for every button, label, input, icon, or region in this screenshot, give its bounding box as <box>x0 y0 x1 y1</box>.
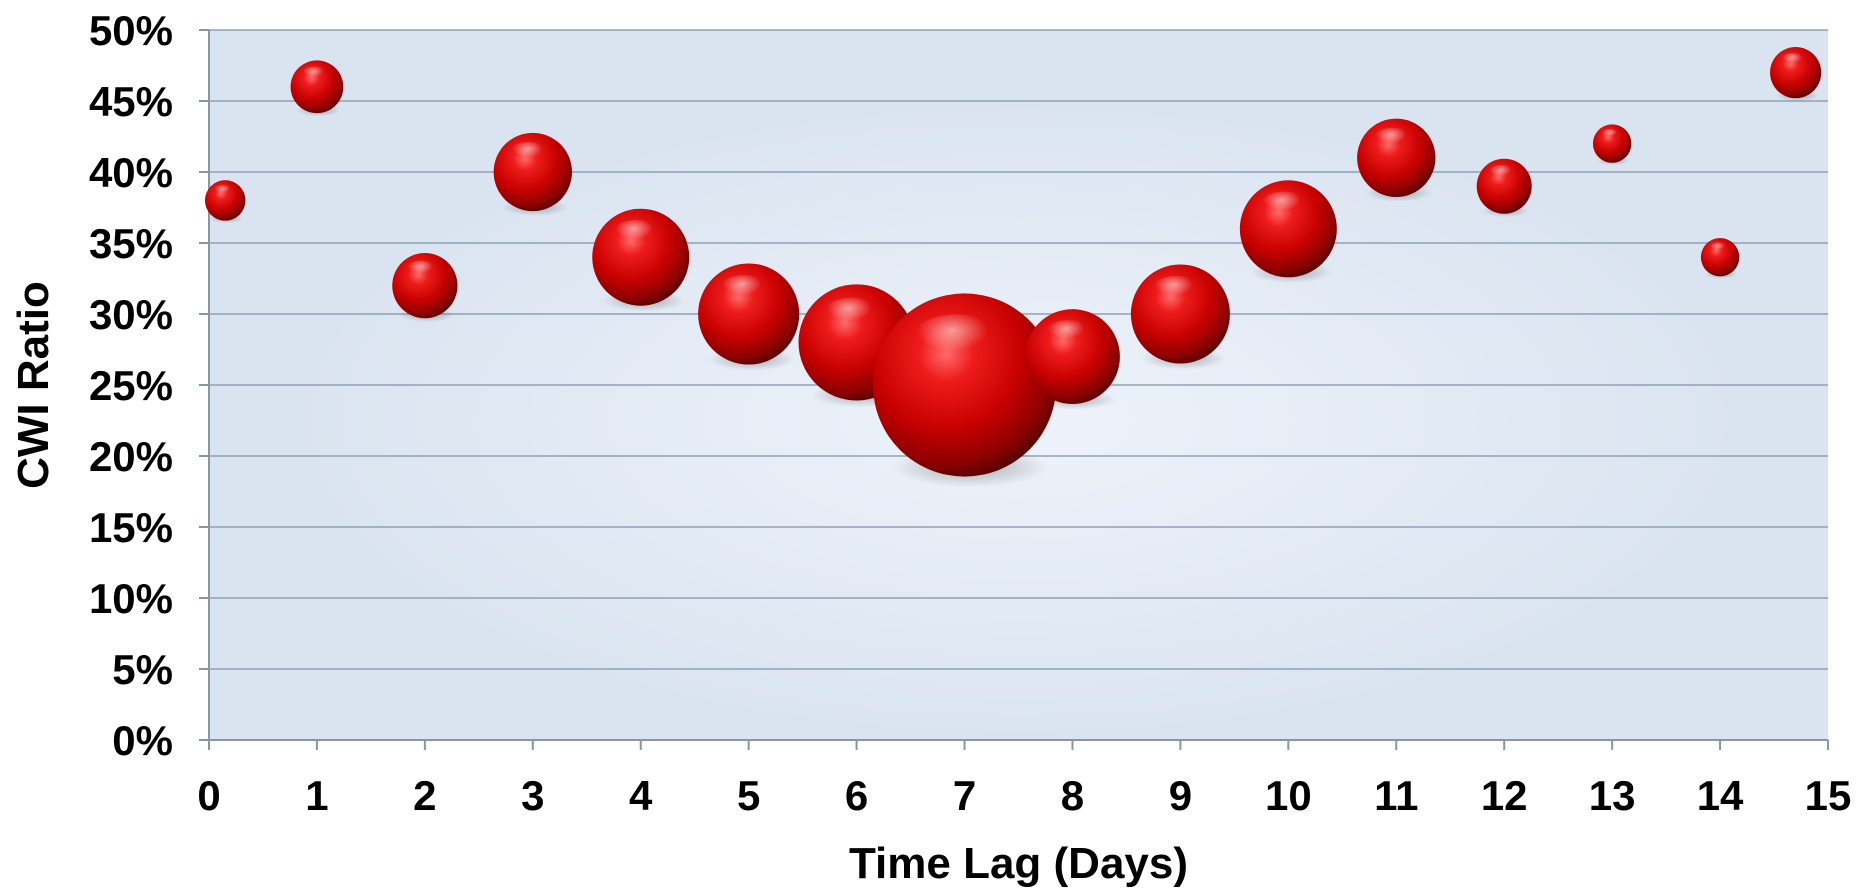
bubble-highlight <box>1042 320 1095 351</box>
x-tick-label: 12 <box>1481 772 1528 819</box>
bubble-point <box>1025 309 1120 410</box>
bubble-point <box>1592 124 1632 166</box>
bubble-highlight <box>1257 191 1312 223</box>
x-axis-title: Time Lag (Days) <box>849 839 1188 888</box>
bubble-highlight <box>1600 128 1622 142</box>
bubble-highlight <box>610 219 664 251</box>
x-tick-label: 14 <box>1697 772 1744 819</box>
y-tick-label: 40% <box>89 149 173 196</box>
bubble-point <box>592 208 690 312</box>
bubble-point <box>872 293 1057 488</box>
y-tick-label: 35% <box>89 220 173 267</box>
bubble-point <box>1770 47 1822 102</box>
bubble-highlight <box>1779 52 1808 70</box>
y-tick-label: 50% <box>89 7 173 54</box>
bubble-highlight <box>1707 242 1730 255</box>
y-tick-label: 45% <box>89 78 173 125</box>
x-tick-label: 11 <box>1374 772 1418 819</box>
bubble-highlight <box>1149 275 1204 308</box>
grid-lines <box>209 29 1828 741</box>
y-axis-title: CWI Ratio <box>9 281 58 489</box>
bubble-point <box>204 180 246 224</box>
y-tick-label: 15% <box>89 504 173 551</box>
bubble-point <box>1357 118 1436 202</box>
bubble-highlight <box>300 66 330 84</box>
bubble-point <box>1239 180 1337 284</box>
x-tick-label: 1 <box>305 772 328 819</box>
x-tick-label: 3 <box>521 772 544 819</box>
y-tick-label: 20% <box>89 433 173 480</box>
bubble-point <box>698 263 800 371</box>
bubble-series <box>204 47 1822 488</box>
x-tick-label: 10 <box>1265 772 1312 819</box>
bubble-point <box>392 252 458 323</box>
x-tick-label: 0 <box>197 772 220 819</box>
x-tick-label: 7 <box>953 772 976 819</box>
y-tick-label: 30% <box>89 291 173 338</box>
x-tick-label: 9 <box>1169 772 1192 819</box>
bubble-highlight <box>212 184 235 198</box>
bubble-point <box>290 60 344 117</box>
x-tick-label: 5 <box>737 772 760 819</box>
y-tick-label: 10% <box>89 575 173 622</box>
bubble-highlight <box>716 275 773 308</box>
y-tick-label: 25% <box>89 362 173 409</box>
x-tick-label: 8 <box>1061 772 1084 819</box>
bubble-highlight <box>820 297 884 335</box>
axes <box>199 29 1829 750</box>
x-tick-label: 2 <box>413 772 436 819</box>
x-axis-tick-labels: 0 1 2 3 4 5 6 7 8 9 10 11 12 13 14 15 <box>197 772 1851 819</box>
bubble-point <box>493 132 572 216</box>
bubble-highlight <box>1371 127 1415 153</box>
bubble-highlight <box>508 141 552 167</box>
bubble-highlight <box>1486 165 1518 183</box>
bubble-highlight <box>906 314 1008 374</box>
y-axis-tick-labels: 0% 5% 10% 15% 20% 25% 30% 35% 40% 45% 50% <box>89 7 173 764</box>
bubble-point <box>1700 238 1740 279</box>
y-tick-label: 5% <box>112 646 173 693</box>
x-tick-label: 6 <box>845 772 868 819</box>
y-tick-label: 0% <box>112 717 173 764</box>
x-tick-label: 13 <box>1589 772 1636 819</box>
bubble-point <box>1130 264 1230 370</box>
bubble-point <box>1476 158 1532 218</box>
bubble-highlight <box>404 260 441 282</box>
x-tick-label: 15 <box>1805 772 1852 819</box>
x-tick-label: 4 <box>629 772 653 819</box>
